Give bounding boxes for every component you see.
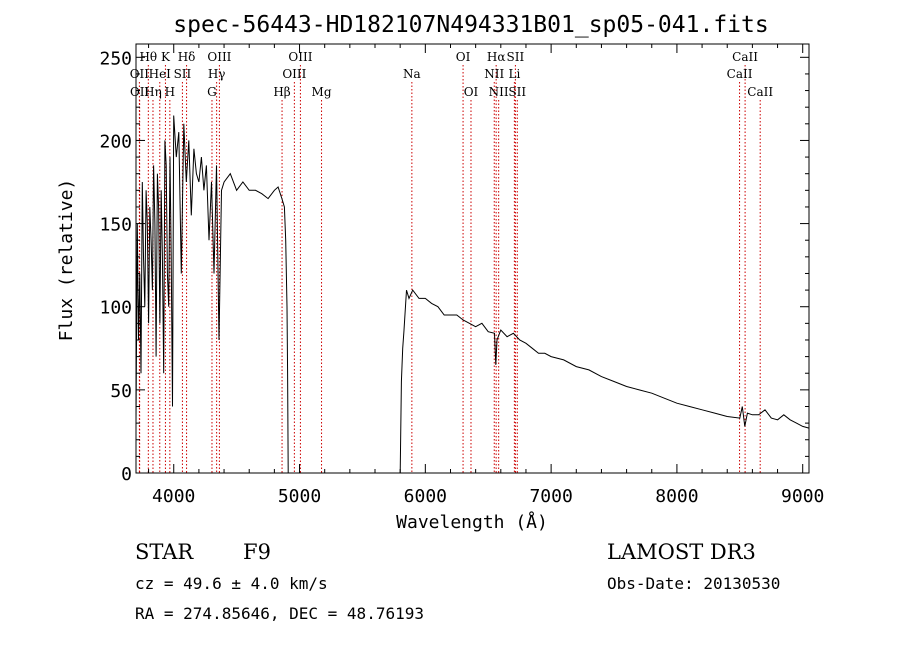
line-label: OI xyxy=(456,50,471,64)
line-label: Hα xyxy=(487,50,506,64)
x-tick-label: 8000 xyxy=(655,486,698,507)
line-label: CaII xyxy=(727,67,753,81)
line-label: HeI xyxy=(149,67,172,81)
y-tick-label: 250 xyxy=(99,48,132,69)
line-label: SII xyxy=(508,85,526,99)
line-label: OI xyxy=(464,85,479,99)
line-label: OII xyxy=(130,85,150,99)
line-label: Mg xyxy=(312,85,332,99)
y-axis-ticks: 0 50 100 150 200 250 xyxy=(99,48,809,485)
chart-title: spec-56443-HD182107N494331B01_sp05-041.f… xyxy=(173,12,768,38)
object-class: STAR xyxy=(135,540,194,564)
y-tick-label: 50 xyxy=(110,381,132,402)
x-axis-ticks: 4000 5000 6000 7000 8000 9000 xyxy=(148,44,824,507)
line-label: SII xyxy=(507,50,525,64)
plot-frame xyxy=(135,43,810,474)
line-label: SII xyxy=(174,67,192,81)
y-tick-label: 200 xyxy=(99,131,132,152)
redshift-velocity: cz = 49.6 ± 4.0 km/s xyxy=(135,574,328,593)
line-label: OIII xyxy=(288,50,312,64)
line-label: Hδ xyxy=(178,50,196,64)
x-tick-label: 7000 xyxy=(529,486,572,507)
line-label: Hθ xyxy=(139,50,157,64)
line-label: CaII xyxy=(747,85,773,99)
x-tick-label: 4000 xyxy=(152,486,195,507)
y-tick-label: 0 xyxy=(121,464,132,485)
line-label: NII xyxy=(484,67,504,81)
line-label: CaII xyxy=(732,50,758,64)
line-label: G xyxy=(207,85,217,99)
x-axis-label: Wavelength (Å) xyxy=(396,511,548,533)
x-tick-label: 5000 xyxy=(278,486,321,507)
coordinates: RA = 274.85646, DEC = 48.76193 xyxy=(135,604,424,623)
y-tick-label: 100 xyxy=(99,298,132,319)
line-label: OIII xyxy=(207,50,231,64)
observation-date: Obs-Date: 20130530 xyxy=(607,574,781,593)
x-tick-label: 6000 xyxy=(404,486,447,507)
line-label: OIII xyxy=(282,67,306,81)
line-label: Na xyxy=(403,67,421,81)
line-label: H xyxy=(165,85,175,99)
flux-line xyxy=(135,115,810,474)
line-label: Hη xyxy=(144,85,162,99)
y-tick-label: 150 xyxy=(99,215,132,236)
y-axis-label: Flux (relative) xyxy=(56,179,77,342)
line-label: NII xyxy=(489,85,509,99)
line-label: Hγ xyxy=(208,67,226,81)
survey-name: LAMOST DR3 xyxy=(607,540,756,564)
x-tick-label: 9000 xyxy=(781,486,824,507)
object-subclass: F9 xyxy=(243,540,271,564)
line-label: Hβ xyxy=(273,85,290,99)
line-label: K xyxy=(161,50,171,64)
spectral-line-markers xyxy=(138,65,761,473)
line-label: Li xyxy=(508,67,520,81)
